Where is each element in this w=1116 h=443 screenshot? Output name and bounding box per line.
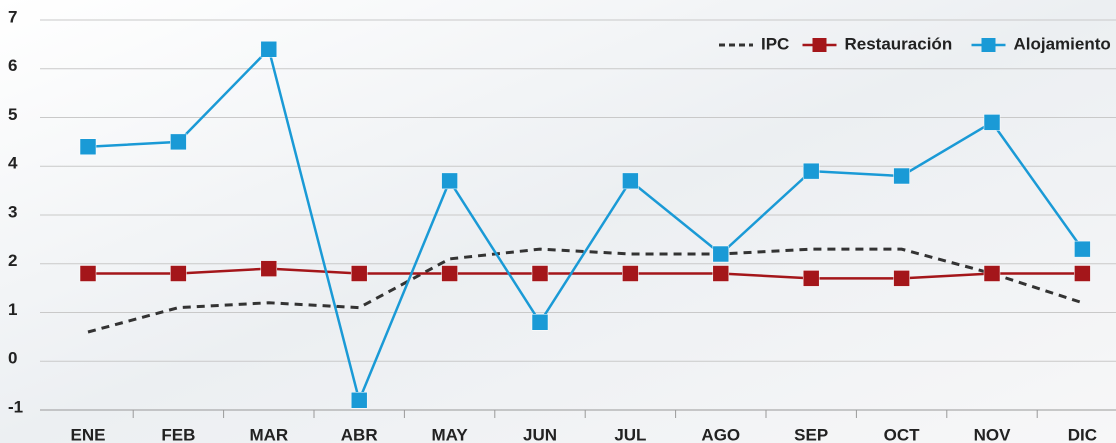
x-tick-label: AGO — [701, 425, 740, 443]
marker — [622, 173, 638, 189]
y-tick-label: 0 — [8, 349, 17, 368]
legend-marker — [813, 38, 827, 52]
marker — [894, 168, 910, 184]
y-tick-label: 4 — [8, 154, 18, 173]
marker — [442, 266, 458, 282]
marker — [442, 173, 458, 189]
marker — [984, 266, 1000, 282]
chart: -1 0 1 2 3 4 5 6 7 ENE FEB MAR ABR MAY JUN JUL AGO SEP OCT… — [0, 0, 1116, 443]
marker — [80, 139, 96, 155]
marker — [713, 246, 729, 262]
legend-label: Alojamiento — [1014, 34, 1111, 53]
x-tick-label: JUN — [523, 425, 557, 443]
marker — [532, 266, 548, 282]
marker — [261, 41, 277, 57]
marker — [894, 270, 910, 286]
marker — [170, 134, 186, 150]
y-tick-label: -1 — [8, 397, 23, 416]
marker — [713, 266, 729, 282]
x-tick-label: MAY — [431, 425, 468, 443]
marker — [532, 314, 548, 330]
y-tick-label: 7 — [8, 7, 17, 26]
x-tick-label: FEB — [161, 425, 195, 443]
y-tick-label: 5 — [8, 105, 17, 124]
x-tick-label: OCT — [884, 425, 921, 443]
y-tick-label: 1 — [8, 300, 17, 319]
marker — [984, 114, 1000, 130]
marker — [803, 270, 819, 286]
marker — [351, 392, 367, 408]
x-tick-label: MAR — [249, 425, 288, 443]
x-tick-label: ENE — [71, 425, 106, 443]
x-tick-label: ABR — [341, 425, 378, 443]
y-tick-label: 6 — [8, 56, 17, 75]
marker — [261, 261, 277, 277]
marker — [80, 266, 96, 282]
y-tick-label: 2 — [8, 251, 17, 270]
marker — [170, 266, 186, 282]
x-tick-label: SEP — [794, 425, 828, 443]
marker — [622, 266, 638, 282]
x-tick-label: JUL — [614, 425, 646, 443]
x-tick-label: NOV — [974, 425, 1012, 443]
y-tick-label: 3 — [8, 202, 17, 221]
marker — [803, 163, 819, 179]
marker — [351, 266, 367, 282]
marker — [1074, 241, 1090, 257]
background — [0, 0, 1116, 443]
legend-label: IPC — [761, 34, 789, 53]
legend-marker — [982, 38, 996, 52]
marker — [1074, 266, 1090, 282]
legend-label: Restauración — [845, 34, 953, 53]
x-tick-label: DIC — [1068, 425, 1097, 443]
